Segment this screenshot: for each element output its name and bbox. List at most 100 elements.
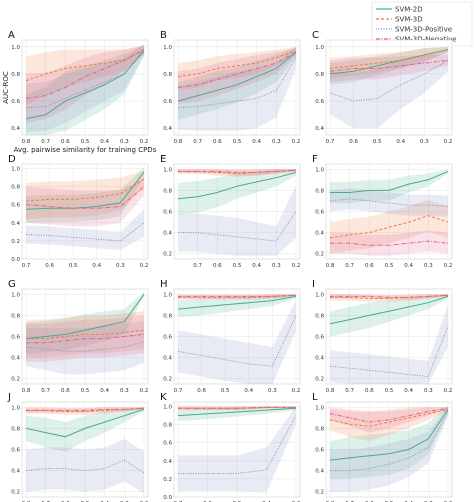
x-tick-label: 0.8 <box>22 388 31 394</box>
y-tick-label: 0.6 <box>11 448 20 454</box>
x-tick-label: 0.4 <box>244 388 253 394</box>
y-tick-label: 0.4 <box>315 231 324 237</box>
x-tick-label: 0.4 <box>100 388 109 394</box>
panel-letter: K <box>160 392 167 403</box>
y-tick-label: 0.8 <box>11 72 20 78</box>
series-line-svm-3d-positive <box>330 411 449 472</box>
band-svm-3d-positive <box>330 304 448 384</box>
y-tick-label: 1.0 <box>315 405 324 411</box>
series-line-svm-3d-negative <box>330 294 449 298</box>
y-tick-label: 0.8 <box>11 185 20 191</box>
y-tick-label: 0.8 <box>163 72 172 78</box>
x-tick-label: 0.6 <box>349 139 358 145</box>
y-tick-label: 1.0 <box>315 167 324 173</box>
x-tick-label: 0.4 <box>100 139 109 145</box>
y-tick-label: 0.2 <box>163 252 172 258</box>
x-tick-label: 0.5 <box>373 139 382 145</box>
band-svm-3d-positive <box>26 44 144 133</box>
panel-f: F 0.2 0.4 0.6 0.8 1.0 0.8 0.7 0.6 0.5 0.4 0.3 0.2 <box>312 154 452 269</box>
x-tick-label: 0.4 <box>252 139 261 145</box>
series-line-svm-2d <box>25 294 145 340</box>
x-tick-label: 0.5 <box>69 263 78 269</box>
panel-e: E 0.2 0.4 0.6 0.8 1.0 0.7 0.6 0.5 0.4 0.3 0.2 <box>160 154 300 269</box>
panel-c: C 0.4 0.6 0.8 1.0 0.7 0.6 0.5 0.4 0.3 0.2 <box>312 30 452 145</box>
legend-label: SVM-3D-Positive <box>395 26 452 34</box>
panel-letter: E <box>160 154 166 165</box>
panel-letter: C <box>312 30 319 41</box>
x-tick-label: 0.6 <box>45 263 54 269</box>
series-line-svm-3d-negative <box>25 186 145 209</box>
y-tick-label: 0.4 <box>315 126 324 132</box>
panel-letter: H <box>160 279 168 290</box>
panel-l: L0.20.40.60.81.00.80.70.60.50.40.30.2 <box>312 392 452 502</box>
x-tick-label: 0.6 <box>213 263 222 269</box>
x-tick-label: 0.3 <box>268 388 277 394</box>
x-tick-label: 0.4 <box>252 263 261 269</box>
x-tick-label: 0.2 <box>444 388 453 394</box>
band-svm-3d-positive <box>178 406 296 493</box>
y-tick-label: 0.4 <box>315 469 324 475</box>
series-line-svm-2d <box>25 408 145 438</box>
y-tick-label: 0.4 <box>315 356 324 362</box>
series-line-svm-3d <box>177 50 297 78</box>
x-tick-label: 0.6 <box>365 263 374 269</box>
x-tick-label: 0.3 <box>272 139 281 145</box>
y-tick-label: 0.4 <box>11 356 20 362</box>
series-line-svm-3d <box>329 215 449 239</box>
series-line-svm-2d <box>25 50 145 120</box>
series-line-svm-3d-negative <box>329 59 449 72</box>
band-svm-3d-negative <box>330 230 448 256</box>
x-tick-label: 0.3 <box>116 263 125 269</box>
x-tick-label: 0.8 <box>174 139 183 145</box>
panel-i: I 0.2 0.4 0.6 0.8 1.0 0.8 0.7 0.6 0.5 0.4 0.3 0.2 <box>312 279 452 394</box>
y-tick-label: 0.2 <box>11 377 20 383</box>
y-axis-label: AUC-ROC <box>2 71 10 104</box>
x-tick-label: 0.7 <box>193 263 202 269</box>
x-tick-label: 0.2 <box>140 388 149 394</box>
y-tick-label: 0.8 <box>163 423 172 429</box>
band-svm-3d <box>26 311 144 358</box>
x-tick-label: 0.2 <box>140 263 149 269</box>
y-tick-label: 0.8 <box>315 188 324 194</box>
panel-b: B 0.4 0.6 0.8 1.0 0.8 0.7 0.6 0.5 0.4 0.3 0.2 <box>160 30 300 145</box>
x-tick-label: 0.6 <box>61 139 70 145</box>
series-line-svm-3d <box>329 408 449 427</box>
x-tick-label: 0.3 <box>420 139 429 145</box>
y-tick-label: 0.2 <box>315 490 324 496</box>
x-tick-label: 0.5 <box>81 139 90 145</box>
x-tick-label: 0.6 <box>197 388 206 394</box>
y-tick-label: 0.8 <box>11 313 20 319</box>
band-svm-3d-positive <box>178 46 296 131</box>
series-line-svm-2d <box>329 295 449 325</box>
y-tick-label: 0.8 <box>163 188 172 194</box>
band-svm-3d-negative <box>178 48 296 104</box>
y-tick-label: 0.4 <box>163 459 172 465</box>
series-line-svm-2d <box>177 295 297 310</box>
y-tick-label: 1.0 <box>163 292 172 298</box>
y-tick-label: 0.4 <box>11 469 20 475</box>
y-tick-label: 1.0 <box>315 45 324 51</box>
band-svm-3d <box>178 294 296 300</box>
panel-a: A 0.4 0.6 0.8 1.0 0.8 0.7 0.6 0.5 0.4 0.3 0.2 AUC-RO… <box>2 30 157 154</box>
series-line-svm-3d-positive <box>329 59 449 102</box>
x-tick-label: 0.3 <box>424 388 433 394</box>
x-tick-label: 0.8 <box>22 139 31 145</box>
y-tick-label: 0.8 <box>163 313 172 319</box>
y-tick-label: 1.0 <box>11 45 20 51</box>
y-tick-label: 0.2 <box>315 377 324 383</box>
panel-letter: D <box>8 154 16 165</box>
series-line-svm-2d <box>330 170 449 193</box>
band-svm-2d <box>26 45 144 135</box>
x-tick-label: 0.4 <box>396 139 405 145</box>
band-svm-2d <box>26 292 144 355</box>
series-line-svm-3d-negative <box>178 294 297 297</box>
x-tick-label: 0.5 <box>233 139 242 145</box>
band-svm-3d-positive <box>26 209 144 250</box>
y-tick-label: 1.0 <box>163 167 172 173</box>
panel-k: K0.00.20.40.60.81.00.70.60.50.40.3 <box>160 392 301 502</box>
band-svm-3d-negative <box>330 54 448 83</box>
x-tick-label: 0.2 <box>292 388 301 394</box>
x-tick-label: 0.4 <box>404 388 413 394</box>
y-tick-label: 0.2 <box>315 252 324 258</box>
band-svm-3d-positive <box>330 49 448 129</box>
